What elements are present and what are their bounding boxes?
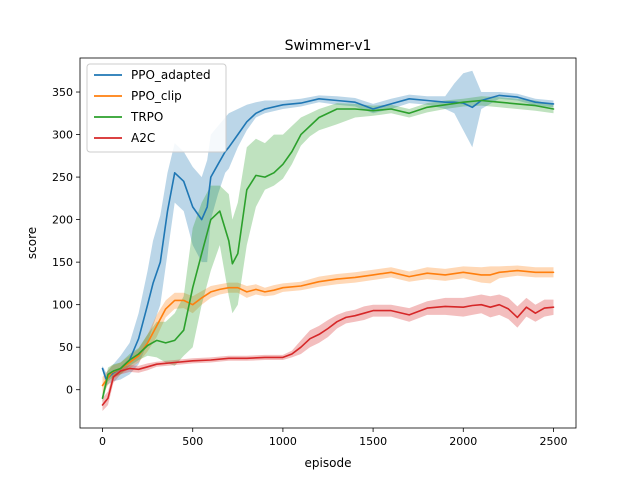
x-axis-label: episode — [305, 456, 352, 470]
series-line-ppo-clip — [101, 269, 555, 387]
legend: PPO_adapted PPO_clip TRPO A2C — [86, 63, 227, 153]
x-tick-label: 0 — [99, 435, 106, 448]
axes-frame — [79, 57, 577, 429]
series-line-a2c — [101, 303, 555, 406]
y-tick-label: 300 — [52, 129, 73, 142]
y-tick-label: 150 — [52, 256, 73, 269]
series-lines — [101, 94, 555, 406]
legend-label-ppo-clip: PPO_clip — [131, 89, 182, 103]
legend-box — [86, 63, 227, 153]
y-axis-label: score — [25, 227, 39, 259]
y-tick-label: 50 — [59, 341, 73, 354]
series-line-trpo — [101, 99, 555, 400]
legend-label-ppo-adapted: PPO_adapted — [131, 68, 211, 82]
y-axis-ticks: 0 50 100 150 200 250 300 350 — [52, 86, 80, 397]
x-axis-ticks: 0 500 1000 1500 2000 2500 — [99, 428, 567, 448]
x-tick-label: 1000 — [269, 435, 297, 448]
y-tick-label: 0 — [66, 384, 73, 397]
x-tick-label: 500 — [182, 435, 203, 448]
band-trpo — [102, 96, 554, 403]
y-tick-label: 350 — [52, 86, 73, 99]
legend-label-a2c: A2C — [131, 131, 155, 145]
x-tick-label: 2500 — [539, 435, 567, 448]
y-tick-label: 100 — [52, 299, 73, 312]
legend-label-trpo: TRPO — [130, 110, 163, 124]
y-tick-label: 250 — [52, 171, 73, 184]
x-tick-label: 1500 — [359, 435, 387, 448]
x-tick-label: 2000 — [449, 435, 477, 448]
chart-title: Swimmer-v1 — [285, 38, 372, 54]
band-a2c — [102, 294, 554, 411]
y-tick-label: 200 — [52, 214, 73, 227]
